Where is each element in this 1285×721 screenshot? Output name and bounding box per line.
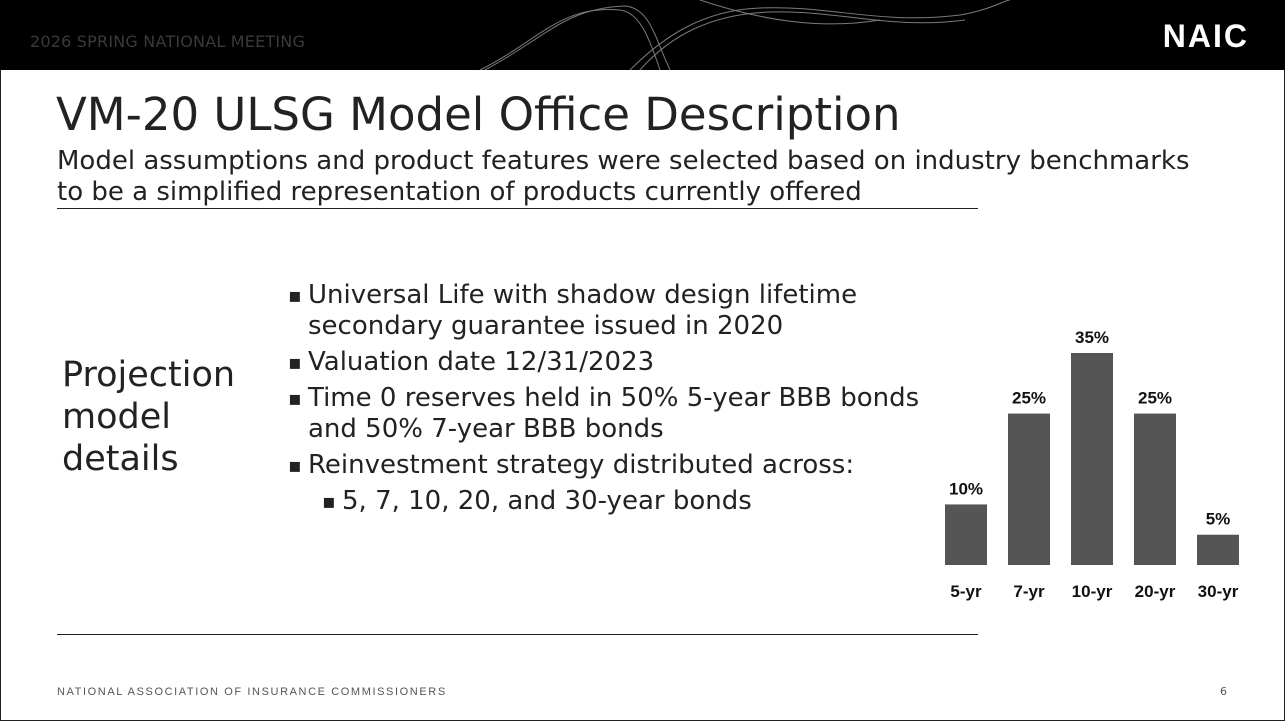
meeting-label: 2026 SPRING NATIONAL MEETING bbox=[30, 32, 305, 51]
bullet: Reinvestment strategy distributed across… bbox=[288, 450, 928, 481]
footer: NATIONAL ASSOCIATION OF INSURANCE COMMIS… bbox=[57, 686, 447, 698]
x-tick-label: 10-yr bbox=[1072, 582, 1113, 601]
logo: NAIC bbox=[1163, 18, 1249, 55]
value-label: 25% bbox=[1138, 389, 1172, 408]
section-label: Projection model details bbox=[62, 354, 272, 480]
value-label: 5% bbox=[1206, 510, 1231, 529]
bar bbox=[1071, 353, 1113, 565]
slide-title: VM-20 ULSG Model Office Description bbox=[56, 88, 901, 141]
bullet-list: Universal Life with shadow design lifeti… bbox=[288, 280, 928, 522]
page-number: 6 bbox=[1220, 685, 1227, 698]
divider bbox=[57, 634, 978, 635]
x-tick-label: 5-yr bbox=[950, 582, 982, 601]
bar bbox=[1008, 414, 1050, 565]
bullet: Universal Life with shadow design lifeti… bbox=[288, 280, 928, 342]
bar-chart: 10% 5-yr 25% 7-yr 35% 10-yr 25% 20-yr 5% 30-yr bbox=[930, 320, 1285, 610]
bar bbox=[1197, 535, 1239, 565]
value-label: 25% bbox=[1012, 389, 1046, 408]
value-label: 35% bbox=[1075, 328, 1109, 347]
bar bbox=[1134, 414, 1176, 565]
header-bar: 2026 SPRING NATIONAL MEETING NAIC bbox=[0, 0, 1285, 70]
subtitle: Model assumptions and product features w… bbox=[57, 146, 1207, 208]
bullet: Time 0 reserves held in 50% 5-year BBB b… bbox=[288, 383, 928, 445]
slide: {"header": {"meeting": "2026 SPRING NATI… bbox=[0, 0, 1285, 721]
bar bbox=[945, 504, 987, 565]
x-tick-label: 20-yr bbox=[1135, 582, 1176, 601]
subtitle-underline bbox=[57, 208, 978, 209]
value-label: 10% bbox=[949, 479, 983, 498]
x-tick-label: 7-yr bbox=[1013, 582, 1045, 601]
bullet: Valuation date 12/31/2023 bbox=[288, 347, 928, 378]
sub-bullet: 5, 7, 10, 20, and 30-year bonds bbox=[322, 486, 928, 517]
x-tick-label: 30-yr bbox=[1198, 582, 1239, 601]
